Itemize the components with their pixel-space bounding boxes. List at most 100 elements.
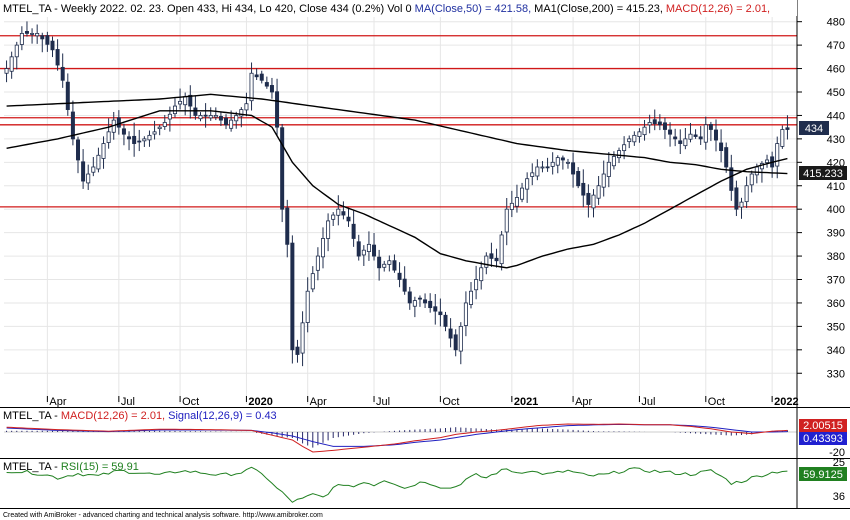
x-tick-label: Oct <box>182 396 199 408</box>
candle <box>310 266 315 293</box>
candle-body <box>346 216 351 222</box>
candle-body <box>509 202 514 210</box>
candle-body <box>127 136 132 140</box>
candle <box>739 197 744 219</box>
rsi-value: 59.9125 <box>803 469 843 481</box>
candle <box>366 231 371 261</box>
candle-body <box>224 117 229 126</box>
candle-body <box>86 173 91 184</box>
candle-body <box>617 150 622 159</box>
candle-body <box>601 173 606 188</box>
candle-body <box>55 49 60 66</box>
candle-body <box>40 35 45 40</box>
candle-body <box>417 297 422 300</box>
candle-body <box>525 178 530 190</box>
axes: 3303403503603703803904004104204304404504… <box>797 17 845 380</box>
candle <box>239 107 244 128</box>
candle <box>479 261 484 290</box>
candle-body <box>9 56 14 72</box>
candle <box>387 255 392 272</box>
signal-value: 0.43393 <box>803 433 843 445</box>
candle <box>693 129 698 139</box>
candle-body <box>402 278 407 292</box>
ma50-line <box>6 110 788 269</box>
candle <box>438 298 443 327</box>
candle <box>642 119 647 141</box>
candle <box>19 26 24 51</box>
candle-body <box>438 311 443 316</box>
candle-body <box>116 117 121 128</box>
candle <box>377 249 382 281</box>
macd-value: 2.00515 <box>803 420 843 432</box>
candle <box>269 77 274 99</box>
macd-chart <box>4 423 797 453</box>
moving-averages <box>6 93 788 269</box>
candle <box>673 128 678 147</box>
candle-body <box>142 138 147 142</box>
candle <box>443 311 448 332</box>
candle-body <box>234 115 239 122</box>
candle-body <box>744 185 749 203</box>
candle <box>70 100 75 146</box>
candle-body <box>387 260 392 265</box>
candle <box>402 266 407 295</box>
candle-body <box>300 322 305 354</box>
candle-body <box>162 122 167 127</box>
candle-body <box>535 166 540 177</box>
candle-body <box>157 126 162 130</box>
candle-body <box>65 81 70 110</box>
x-tick-label: 2022 <box>774 396 798 408</box>
candle <box>525 172 530 203</box>
candle <box>254 68 259 81</box>
candle <box>331 212 336 227</box>
title-main: MTEL_TA - Weekly 2022. 02. 23. Open 433,… <box>3 3 412 15</box>
candle <box>499 230 504 271</box>
candle <box>229 110 234 132</box>
candle <box>601 160 606 197</box>
macd-panel-title: MTEL_TA - MACD(12,26) = 2.01, Signal(12,2… <box>3 410 277 422</box>
candle-body <box>213 115 218 118</box>
candle-body <box>785 127 790 130</box>
candle-body <box>167 113 172 120</box>
candle-body <box>397 272 402 280</box>
candle <box>545 157 550 172</box>
macd-title-macd: MACD(12,26) = 2.01, <box>61 410 165 422</box>
candle-body <box>494 257 499 262</box>
candle <box>637 128 642 143</box>
macd-line <box>6 423 788 453</box>
candle-body <box>351 223 356 239</box>
candle-body <box>693 134 698 137</box>
candle-body <box>423 299 428 304</box>
candle <box>351 210 356 247</box>
candle-body <box>596 185 601 199</box>
candle-body <box>433 306 438 312</box>
candle <box>50 36 55 58</box>
title-macd: MACD(12,26) = 2.01, <box>666 3 770 15</box>
x-tick-label: Jul <box>121 396 135 408</box>
ma200-value: 415.233 <box>803 168 843 180</box>
candle-body <box>581 182 586 196</box>
candle <box>305 277 310 333</box>
y-tick-label: 450 <box>827 87 845 99</box>
candle-body <box>137 140 142 143</box>
candle <box>463 291 468 337</box>
y-tick-label: 380 <box>827 251 845 263</box>
candle-body <box>622 144 627 152</box>
candle <box>45 31 50 52</box>
candle <box>172 98 177 118</box>
candle-body <box>106 131 111 143</box>
candle <box>657 114 662 131</box>
candle <box>785 115 790 140</box>
candle-body <box>81 161 86 182</box>
candle <box>719 129 724 163</box>
candle-body <box>668 129 673 135</box>
candle <box>474 265 479 300</box>
candle-body <box>428 300 433 309</box>
candle <box>540 161 545 173</box>
candle-body <box>719 142 724 151</box>
candle <box>514 184 519 213</box>
ma200-line <box>6 93 788 175</box>
candle-body <box>269 85 274 93</box>
candle-body <box>244 103 249 111</box>
candle-body <box>560 157 565 161</box>
